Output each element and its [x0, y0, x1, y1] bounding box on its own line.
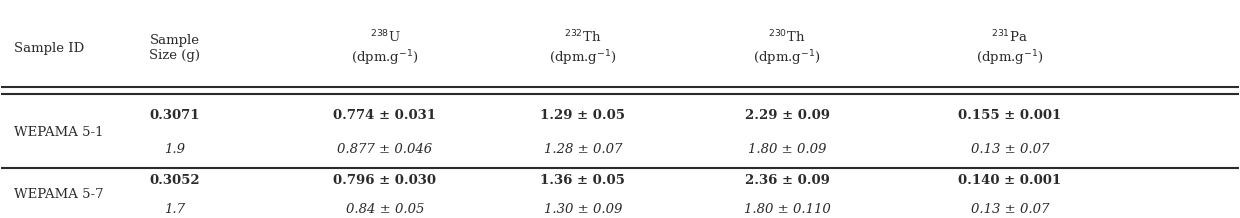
Text: 0.877 ± 0.046: 0.877 ± 0.046	[337, 143, 433, 156]
Text: 0.774 ± 0.031: 0.774 ± 0.031	[334, 109, 436, 123]
Text: 2.36 ± 0.09: 2.36 ± 0.09	[744, 174, 830, 187]
Text: 0.3052: 0.3052	[149, 174, 200, 187]
Text: 1.36 ± 0.05: 1.36 ± 0.05	[541, 174, 625, 187]
Text: 0.155 ± 0.001: 0.155 ± 0.001	[959, 109, 1061, 123]
Text: 0.3071: 0.3071	[149, 109, 200, 123]
Text: 0.13 ± 0.07: 0.13 ± 0.07	[971, 203, 1049, 216]
Text: $^{232}$Th
(dpm.g$^{-1}$): $^{232}$Th (dpm.g$^{-1}$)	[549, 29, 616, 68]
Text: 0.84 ± 0.05: 0.84 ± 0.05	[346, 203, 424, 216]
Text: 1.80 ± 0.09: 1.80 ± 0.09	[748, 143, 826, 156]
Text: $^{230}$Th
(dpm.g$^{-1}$): $^{230}$Th (dpm.g$^{-1}$)	[753, 29, 821, 68]
Text: WEPAMA 5-7: WEPAMA 5-7	[14, 188, 103, 201]
Text: Sample
Size (g): Sample Size (g)	[149, 34, 200, 62]
Text: WEPAMA 5-1: WEPAMA 5-1	[14, 126, 103, 139]
Text: 1.9: 1.9	[164, 143, 185, 156]
Text: 0.796 ± 0.030: 0.796 ± 0.030	[334, 174, 436, 187]
Text: 1.29 ± 0.05: 1.29 ± 0.05	[541, 109, 625, 123]
Text: 1.30 ± 0.09: 1.30 ± 0.09	[543, 203, 622, 216]
Text: 0.13 ± 0.07: 0.13 ± 0.07	[971, 143, 1049, 156]
Text: $^{231}$Pa
(dpm.g$^{-1}$): $^{231}$Pa (dpm.g$^{-1}$)	[976, 29, 1044, 68]
Text: 1.80 ± 0.110: 1.80 ± 0.110	[744, 203, 831, 216]
Text: 1.7: 1.7	[164, 203, 185, 216]
Text: $^{238}$U
(dpm.g$^{-1}$): $^{238}$U (dpm.g$^{-1}$)	[351, 29, 419, 68]
Text: 2.29 ± 0.09: 2.29 ± 0.09	[744, 109, 830, 123]
Text: 1.28 ± 0.07: 1.28 ± 0.07	[543, 143, 622, 156]
Text: Sample ID: Sample ID	[14, 42, 84, 54]
Text: 0.140 ± 0.001: 0.140 ± 0.001	[959, 174, 1061, 187]
